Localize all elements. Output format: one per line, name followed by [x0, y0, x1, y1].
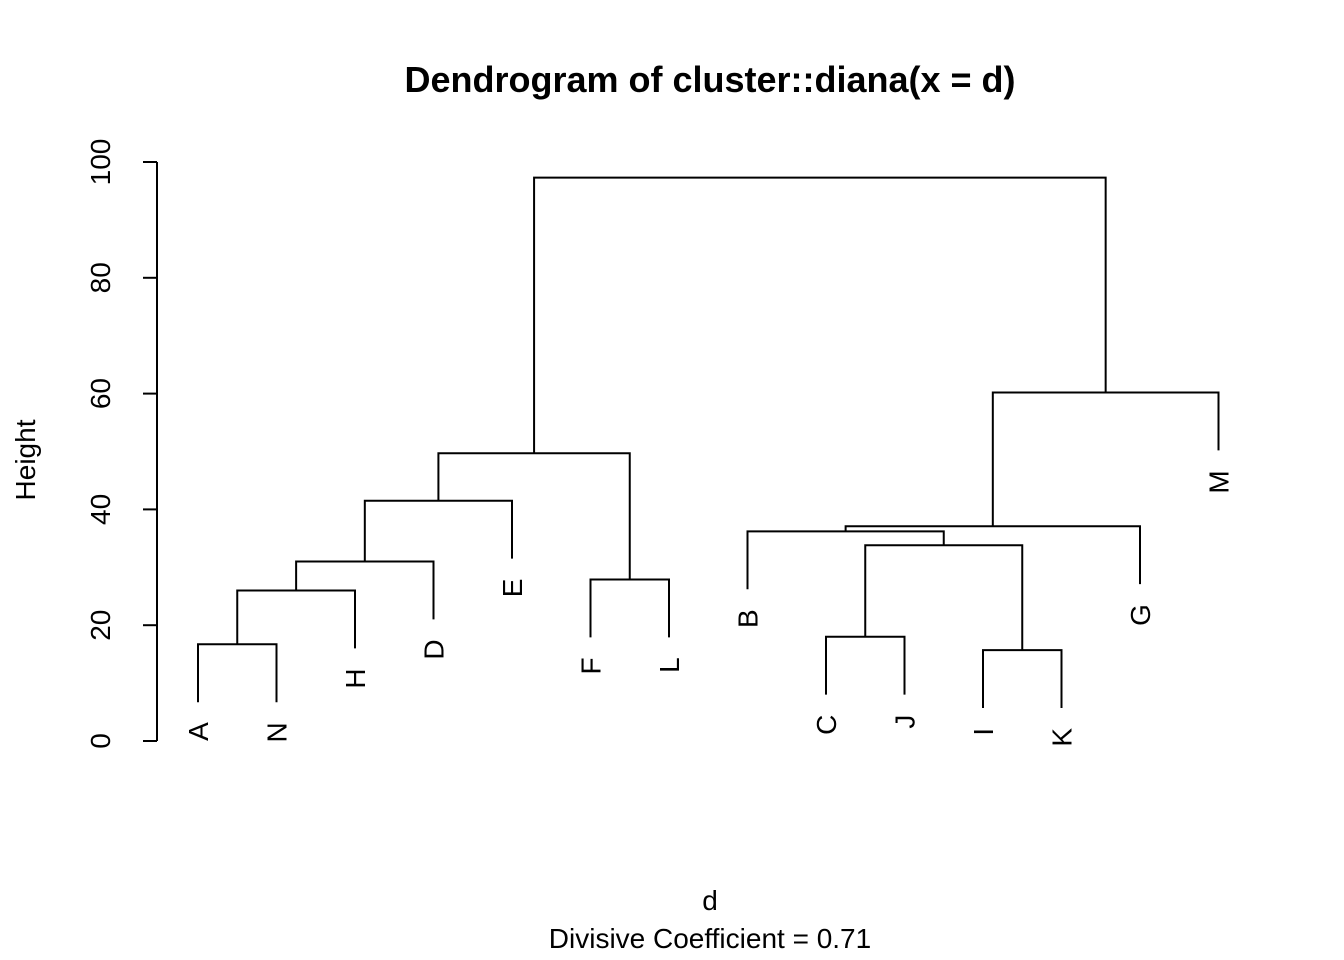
leaf-label-L: L [654, 657, 685, 673]
merge-branch-m12 [991, 391, 1220, 527]
y-tick-label: 0 [85, 733, 116, 749]
y-tick-label: 80 [85, 262, 116, 293]
y-tick-label: 40 [85, 494, 116, 525]
merge-branch-m10 [746, 530, 945, 590]
merge-branch-m1 [197, 643, 278, 703]
y-tick-label: 60 [85, 378, 116, 409]
chart-title: Dendrogram of cluster::diana(x = d) [404, 59, 1015, 100]
merge-branch-m2 [236, 589, 356, 649]
merge-branch-m8 [982, 649, 1063, 708]
x-axis-label: d [702, 885, 718, 916]
merge-branch-m7 [825, 635, 906, 695]
leaf-labels: A N H D E F L B C J I K G M [183, 470, 1235, 746]
leaf-label-N: N [262, 722, 293, 742]
merge-branch-m5 [589, 578, 670, 638]
leaf-label-G: G [1125, 604, 1156, 626]
leaf-label-C: C [811, 715, 842, 735]
y-axis-label: Height [10, 419, 41, 500]
leaf-label-A: A [183, 722, 214, 741]
leaf-label-F: F [576, 657, 607, 674]
y-axis: 0 20 40 60 80 100 [85, 139, 158, 749]
merge-branch-m6 [437, 452, 631, 580]
y-tick-label: 20 [85, 610, 116, 641]
merge-branch-m4 [363, 499, 513, 562]
divisive-coefficient-label: Divisive Coefficient = 0.71 [549, 923, 871, 954]
y-tick-label: 100 [85, 139, 116, 186]
merge-branch-m13 [533, 176, 1107, 454]
leaf-label-D: D [419, 639, 450, 659]
merge-branch-m9 [864, 544, 1024, 651]
leaf-label-B: B [733, 609, 764, 628]
leaf-label-K: K [1047, 728, 1078, 747]
merge-branch-m11 [844, 525, 1141, 585]
leaf-label-M: M [1204, 470, 1235, 493]
dendrogram-tree [197, 176, 1220, 708]
leaf-label-I: I [968, 728, 999, 736]
leaf-label-E: E [497, 579, 528, 598]
leaf-label-J: J [890, 715, 921, 729]
leaf-label-H: H [340, 668, 371, 688]
